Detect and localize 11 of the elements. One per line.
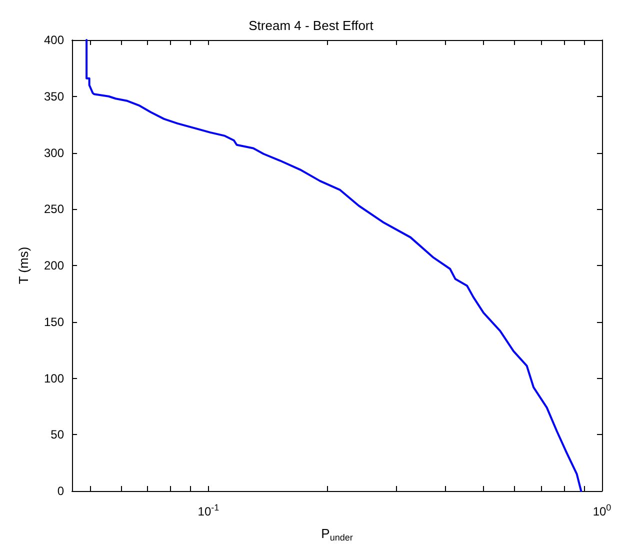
y-tick-label: 50	[50, 428, 64, 442]
y-tick-label: 350	[44, 89, 64, 104]
y-axis-title: T (ms)	[16, 246, 31, 284]
y-tick-label: 400	[44, 33, 64, 47]
y-tick-label: 0	[57, 484, 64, 498]
chart-title: Stream 4 - Best Effort	[248, 18, 374, 33]
y-tick-label: 200	[44, 258, 64, 272]
y-tick-label: 300	[44, 146, 64, 160]
y-tick-label: 100	[44, 371, 64, 386]
y-tick-label: 250	[44, 202, 64, 216]
y-tick-label: 150	[44, 314, 64, 329]
